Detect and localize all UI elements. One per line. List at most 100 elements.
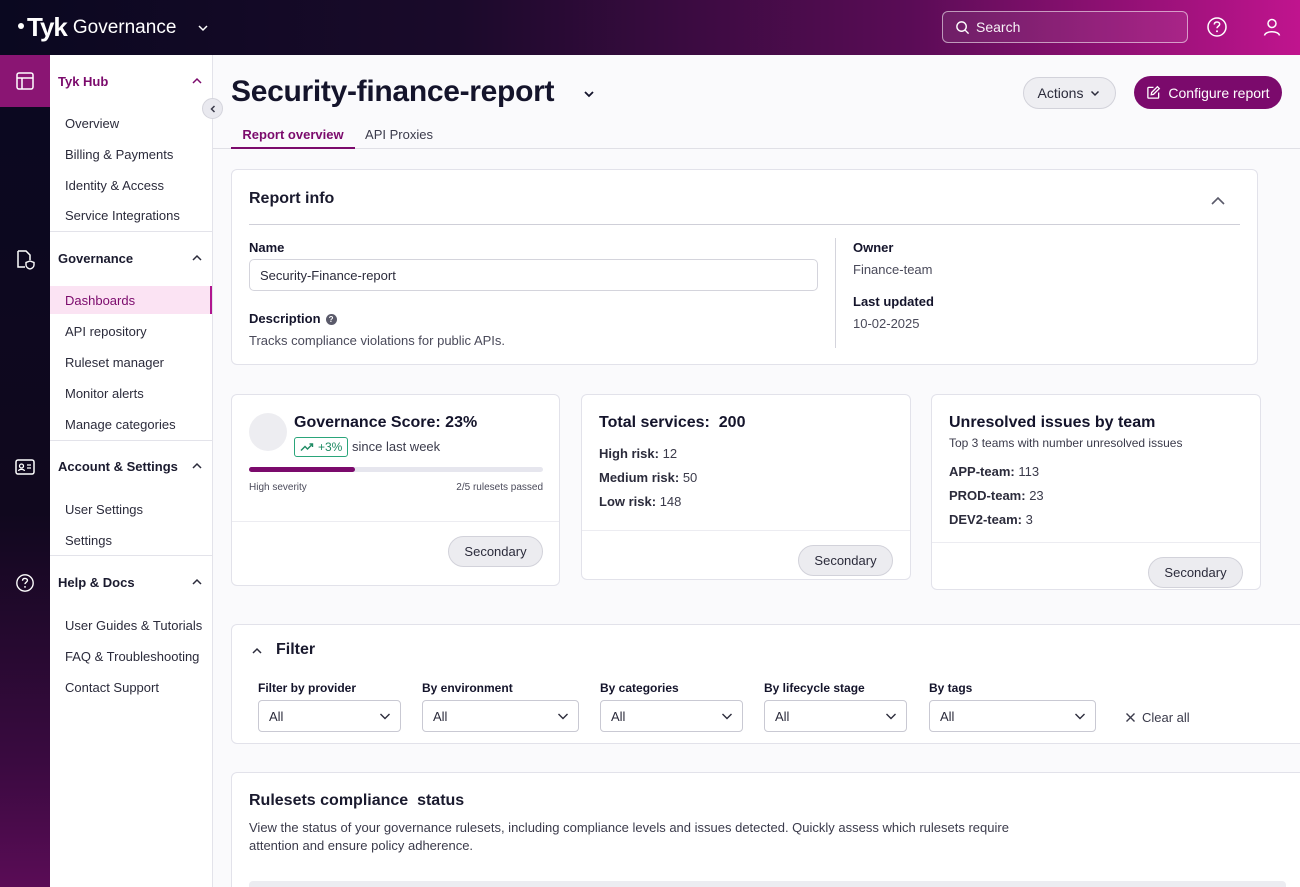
last-updated-value: 10-02-2025 [853,316,920,331]
select-value: All [940,708,955,724]
progress-left-caption: High severity [249,482,307,493]
secondary-button[interactable]: Secondary [448,536,543,567]
secondary-button[interactable]: Secondary [798,545,893,576]
sidebar-item-billing[interactable]: Billing & Payments [65,146,174,162]
sidebar-item-manage-categories[interactable]: Manage categories [65,416,176,432]
help-icon[interactable] [1206,16,1228,38]
chevron-down-icon[interactable] [196,21,210,35]
unresolved-subtitle: Top 3 teams with number unresolved issue… [949,436,1183,450]
sidebar-collapse-button[interactable] [202,98,223,119]
user-icon[interactable] [1261,16,1283,38]
configure-report-button[interactable]: Configure report [1134,76,1282,109]
total-services-title: Total services: 200 [599,414,745,432]
filter-lifecycle-select[interactable]: All [764,700,907,732]
select-value: All [611,708,626,724]
sidebar: Tyk Hub Overview Billing & Payments Iden… [50,55,213,887]
clear-all-button[interactable]: Clear all [1125,710,1190,725]
filter-categories-select[interactable]: All [600,700,743,732]
filter-provider-select[interactable]: All [258,700,401,732]
rulesets-table-header [249,881,1286,887]
report-name-input[interactable] [249,259,818,291]
sidebar-item-monitor-alerts[interactable]: Monitor alerts [65,385,144,401]
chevron-down-icon [1075,713,1085,720]
team-row: PROD-team: 23 [949,488,1044,503]
report-info-card: Report info Name Description? Tracks com… [231,169,1258,365]
chevron-down-icon[interactable] [581,86,597,102]
icon-rail [0,55,50,887]
sidebar-item-settings[interactable]: Settings [65,532,112,548]
trend-suffix: since last week [352,439,441,454]
chevron-left-icon [209,104,215,113]
chevron-up-icon[interactable] [1209,192,1227,210]
filter-categories-label: By categories [600,681,679,695]
trend-up-icon [300,443,314,451]
actions-label: Actions [1037,85,1084,101]
risk-value: 148 [659,494,682,509]
info-icon[interactable]: ? [325,314,337,325]
section-divider [50,440,212,441]
chevron-down-icon [558,713,568,720]
rail-help[interactable] [0,557,50,609]
rail-account[interactable] [0,441,50,493]
rail-hub[interactable] [0,55,50,107]
rail-governance[interactable] [0,233,50,285]
team-label: DEV2-team: [949,512,1022,527]
sidebar-item-ruleset-manager[interactable]: Ruleset manager [65,354,164,370]
governance-progress-bar [249,467,543,472]
tab-report-overview[interactable]: Report overview [231,127,355,149]
filter-lifecycle-label: By lifecycle stage [764,681,865,695]
search-input[interactable] [976,19,1176,35]
chevron-down-icon [886,713,896,720]
card-divider [932,542,1260,543]
filter-environment-select[interactable]: All [422,700,579,732]
tab-api-proxies[interactable]: API Proxies [365,127,433,142]
chevron-down-icon [1091,90,1100,97]
brand-name: Tyk [27,12,68,42]
risk-row-high: High risk: 12 [599,446,677,461]
search-box[interactable] [942,11,1188,43]
brand-logo[interactable]: Tyk Governance [18,12,176,43]
sidebar-section-account[interactable]: Account & Settings [50,454,212,478]
actions-button[interactable]: Actions [1023,77,1116,109]
governance-score-title: Governance Score: 23% [294,414,478,431]
filter-provider-label: Filter by provider [258,681,357,695]
sidebar-item-user-guides[interactable]: User Guides & Tutorials [65,617,203,633]
sidebar-item-api-repository[interactable]: API repository [65,323,147,339]
score-avatar [249,413,287,451]
risk-row-medium: Medium risk: 50 [599,470,697,485]
sidebar-item-user-settings[interactable]: User Settings [65,501,144,517]
filter-tags-label: By tags [929,681,973,695]
chevron-up-icon [192,462,202,469]
help-circle-icon [16,574,34,592]
section-title: Tyk Hub [58,73,109,89]
product-name: Governance [72,16,177,38]
chevron-down-icon [380,713,390,720]
secondary-button[interactable]: Secondary [1148,557,1243,588]
report-info-heading: Report info [249,190,335,207]
filter-environment-label: By environment [422,681,513,695]
sidebar-item-integrations[interactable]: Service Integrations [65,207,180,223]
sidebar-item-faq[interactable]: FAQ & Troubleshooting [65,648,200,664]
name-label: Name [249,240,285,255]
sidebar-section-tyk-hub[interactable]: Tyk Hub [50,69,212,93]
select-value: All [433,708,448,724]
chevron-up-icon[interactable] [250,644,264,658]
section-title: Governance [58,250,134,266]
filter-tags-select[interactable]: All [929,700,1096,732]
rulesets-description: View the status of your governance rules… [249,820,1009,853]
governance-score-card: Governance Score: 23% +3% since last wee… [231,394,560,586]
sidebar-section-governance[interactable]: Governance [50,246,212,270]
rulesets-title: Rulesets compliance status [249,792,465,809]
team-label: PROD-team: [949,488,1026,503]
sidebar-item-overview[interactable]: Overview [65,115,120,131]
top-bar: Tyk Governance [0,0,1300,55]
risk-value: 50 [682,470,698,485]
chevron-down-icon [722,713,732,720]
sidebar-item-dashboards[interactable]: Dashboards [50,286,212,314]
sidebar-item-contact-support[interactable]: Contact Support [65,679,159,695]
risk-row-low: Low risk: 148 [599,494,681,509]
page-title: Security-finance-report [231,75,555,108]
sidebar-section-help[interactable]: Help & Docs [50,570,212,594]
sidebar-item-identity[interactable]: Identity & Access [65,177,164,193]
last-updated-label: Last updated [853,294,934,309]
